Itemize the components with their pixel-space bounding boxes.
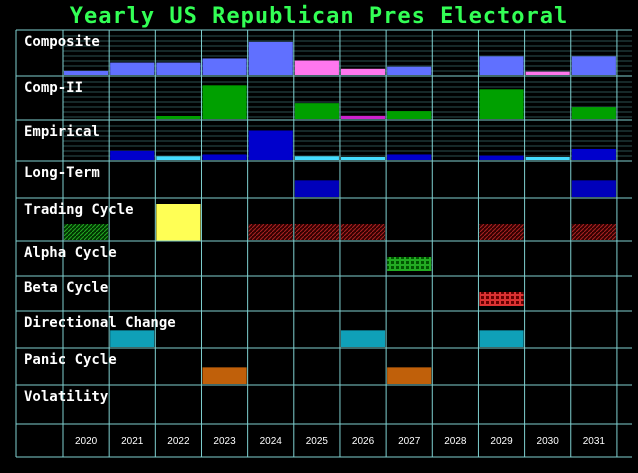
block-long-term-2025 [294, 180, 339, 197]
bar-comp-ii-2031 [571, 107, 616, 119]
bar-composite-2029 [479, 56, 524, 75]
block-trading-cycle-2029 [479, 224, 524, 240]
block-trading-cycle-2020 [64, 224, 109, 240]
row-label-volatility: Volatility [24, 389, 109, 405]
chart-title: Yearly US Republican Pres Electoral [69, 4, 569, 29]
bar-composite-2026 [340, 68, 386, 75]
row-label-long-term: Long-Term [24, 165, 100, 181]
year-label-2028: 2028 [444, 436, 467, 447]
row-label-directional-change: Directional Change [24, 315, 176, 331]
block-directional-change-2026 [340, 330, 386, 347]
block-trading-cycle-2025 [294, 224, 339, 240]
row-label-alpha-cycle: Alpha Cycle [24, 245, 117, 261]
row-label-empirical: Empirical [24, 124, 100, 140]
year-label-2021: 2021 [121, 436, 144, 447]
bar-comp-ii-2025 [294, 103, 339, 119]
row-label-trading-cycle: Trading Cycle [24, 202, 134, 218]
block-directional-change-2029 [479, 330, 524, 347]
bar-empirical-2031 [571, 148, 616, 160]
year-label-2023: 2023 [213, 436, 236, 447]
bar-composite-2022 [156, 62, 201, 75]
bar-comp-ii-2027 [387, 111, 432, 119]
year-label-2020: 2020 [75, 436, 98, 447]
year-label-2030: 2030 [537, 436, 560, 447]
bar-comp-ii-2029 [479, 89, 524, 119]
block-trading-cycle-2026 [340, 224, 386, 240]
block-long-term-2031 [571, 180, 616, 197]
row-label-comp-ii: Comp-II [24, 80, 83, 96]
row-label-composite: Composite [24, 34, 100, 50]
bar-empirical-2024 [248, 130, 293, 160]
year-label-2026: 2026 [352, 436, 375, 447]
bar-comp-ii-2023 [202, 85, 247, 119]
bar-composite-2020 [64, 70, 109, 75]
bar-comp-ii-2022 [156, 116, 201, 119]
bar-composite-2031 [571, 56, 616, 75]
bar-composite-2030 [525, 71, 570, 75]
block-panic-cycle-2023 [202, 367, 247, 384]
bar-composite-2024 [248, 41, 293, 75]
year-label-2025: 2025 [306, 436, 329, 447]
year-label-2027: 2027 [398, 436, 421, 447]
block-directional-change-2021 [110, 330, 155, 347]
block-alpha-cycle-2027 [387, 257, 432, 271]
bar-composite-2025 [294, 60, 339, 75]
bar-composite-2027 [387, 66, 432, 75]
bar-empirical-2022 [156, 156, 201, 160]
bar-empirical-2026 [340, 157, 386, 160]
block-panic-cycle-2027 [387, 367, 432, 384]
bar-composite-2021 [110, 62, 155, 75]
block-trading-cycle-2022 [156, 204, 201, 241]
year-label-2031: 2031 [583, 436, 606, 447]
block-beta-cycle-2029 [479, 292, 524, 306]
block-trading-cycle-2031 [571, 224, 616, 240]
bar-empirical-2030 [525, 157, 570, 160]
bar-empirical-2029 [479, 155, 524, 160]
bar-empirical-2023 [202, 154, 247, 160]
row-label-panic-cycle: Panic Cycle [24, 352, 117, 368]
block-trading-cycle-2024 [248, 224, 293, 240]
bar-empirical-2027 [387, 154, 432, 160]
row-label-beta-cycle: Beta Cycle [24, 280, 108, 296]
year-label-2022: 2022 [167, 436, 190, 447]
year-label-2024: 2024 [260, 436, 283, 447]
bar-composite-2023 [202, 58, 247, 75]
year-label-2029: 2029 [490, 436, 513, 447]
bar-comp-ii-2026 [340, 115, 386, 119]
bar-empirical-2021 [110, 150, 155, 160]
bar-empirical-2025 [294, 156, 339, 160]
